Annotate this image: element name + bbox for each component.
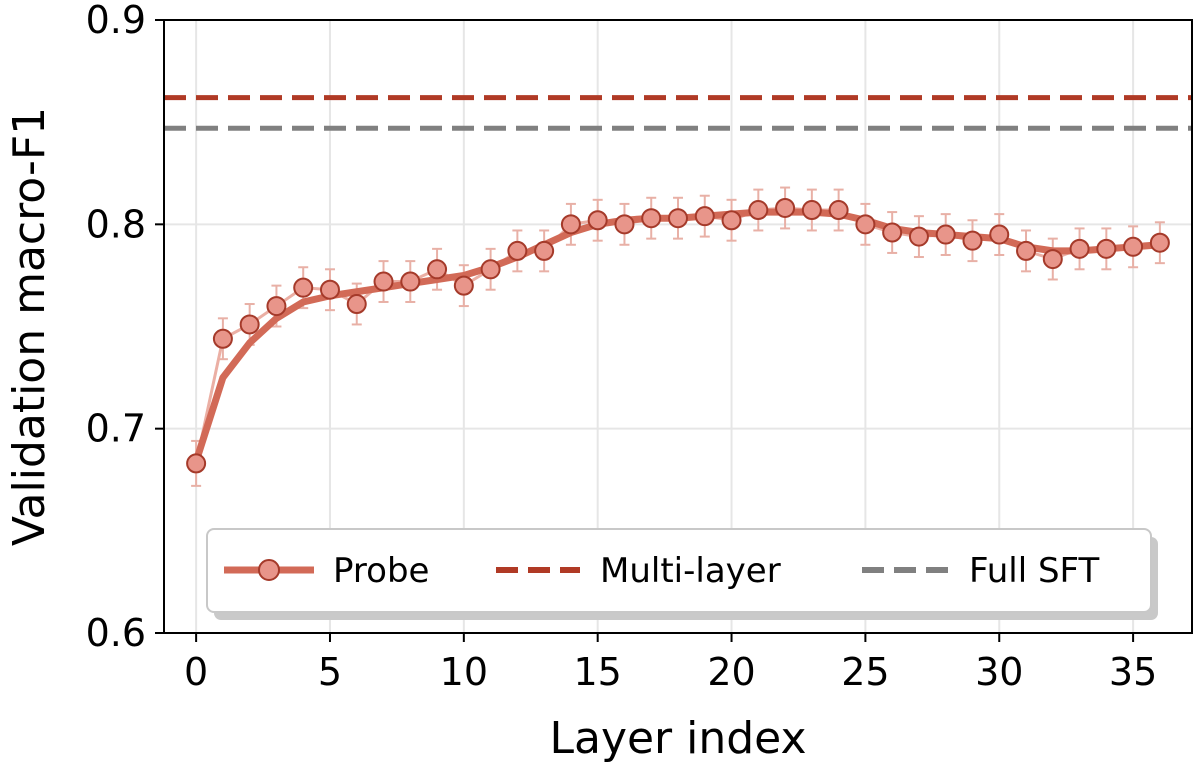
probe-point	[212, 328, 233, 349]
probe-point	[319, 279, 340, 300]
probe-point	[801, 200, 822, 221]
probe-point	[989, 224, 1010, 245]
probe-markers	[186, 197, 1170, 474]
probe-point	[534, 240, 555, 261]
legend-item-probe: Probe	[224, 551, 429, 591]
legend-box	[206, 528, 1152, 613]
x-tick-label: 25	[841, 650, 889, 694]
probe-point	[239, 314, 260, 335]
probe-smoothed-polyline	[192, 208, 1164, 465]
x-tick-label: 30	[975, 650, 1023, 694]
y-tick-label: 0.9	[86, 0, 146, 42]
axis-ticks: 0 5 10 15 20 25 30 35 0.6 0.7 0.8 0.9	[86, 0, 1158, 694]
legend-full-sft-label: Full SFT	[969, 551, 1099, 591]
probe-point	[962, 230, 983, 251]
probe-point	[400, 271, 421, 292]
probe-point	[882, 222, 903, 243]
x-tick-label: 15	[574, 650, 622, 694]
x-tick-label: 10	[440, 650, 488, 694]
probe-point	[748, 200, 769, 221]
probe-point	[560, 214, 581, 235]
x-tick-label: 5	[318, 650, 342, 694]
probe-point	[908, 226, 929, 247]
y-tick-label: 0.6	[86, 611, 146, 655]
probe-point	[480, 259, 501, 280]
probe-point	[668, 208, 688, 229]
x-tick-label: 35	[1109, 650, 1157, 694]
probe-point	[427, 259, 448, 280]
legend-item-full-sft: Full SFT	[862, 551, 1099, 591]
legend-probe-marker	[258, 559, 280, 581]
reference-lines	[164, 95, 1192, 131]
error-bars	[191, 186, 1165, 487]
probe-point	[1149, 232, 1170, 253]
probe-point	[1096, 238, 1117, 259]
legend-probe-label: Probe	[333, 551, 429, 591]
probe-point	[1123, 236, 1144, 257]
plot-frame	[163, 19, 1193, 634]
probe-point	[1016, 240, 1037, 261]
probe-point	[694, 206, 715, 227]
probe-point	[1042, 249, 1063, 270]
y-tick-label: 0.8	[86, 202, 146, 246]
y-tick-label: 0.7	[86, 407, 146, 451]
probe-point	[266, 296, 287, 317]
y-axis-title: Validation macro-F1	[4, 107, 55, 546]
probe-point	[587, 210, 608, 231]
legend-multi-layer-label: Multi-layer	[600, 551, 781, 591]
probe-point	[614, 214, 635, 235]
x-tick-label: 0	[184, 650, 208, 694]
probe-point	[641, 208, 662, 229]
probe-point	[507, 240, 528, 261]
probe-point	[186, 453, 207, 474]
probe-point	[775, 197, 796, 218]
probe-point	[855, 214, 876, 235]
probe-point	[346, 294, 367, 315]
probe-point	[935, 224, 956, 245]
legend: Probe Multi-layer Full SFT	[206, 528, 1158, 620]
legend-item-multi-layer: Multi-layer	[496, 551, 781, 591]
probe-point	[373, 271, 394, 292]
probe-point	[293, 277, 314, 298]
probe-point	[453, 275, 474, 296]
probe-point	[828, 200, 849, 221]
probe-point	[721, 210, 742, 231]
probe-smoothed-line	[192, 208, 1164, 465]
x-axis-title: Layer index	[549, 713, 806, 764]
probe-point	[1069, 238, 1090, 259]
x-tick-label: 20	[707, 650, 755, 694]
